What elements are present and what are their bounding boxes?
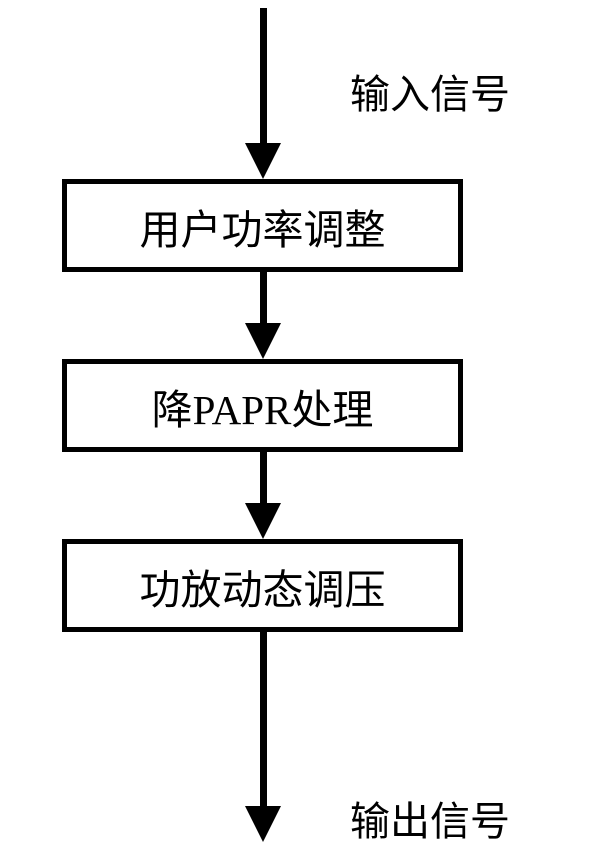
user-power-adjust-text: 用户功率调整 [140,196,386,256]
pa-dynamic-voltage-text: 功放动态调压 [140,556,386,616]
arrow-head-input-to-b1 [245,143,281,179]
output-signal-label: 输出信号 [350,789,510,847]
arrow-b3-to-output [260,632,267,806]
arrow-head-b3-to-output [245,806,281,842]
pa-dynamic-voltage-box: 功放动态调压 [62,539,463,632]
flowchart-canvas: 输入信号 用户功率调整 降PAPR处理 功放动态调压 输出信号 [0,0,605,862]
arrow-head-b1-to-b2 [245,323,281,359]
arrow-b1-to-b2 [260,272,267,323]
arrow-input-to-b1 [260,8,267,143]
user-power-adjust-box: 用户功率调整 [62,179,463,272]
arrow-head-b2-to-b3 [245,503,281,539]
papr-reduction-text: 降PAPR处理 [152,376,374,436]
papr-reduction-box: 降PAPR处理 [62,359,463,452]
arrow-b2-to-b3 [260,452,267,503]
input-signal-label: 输入信号 [350,62,510,120]
